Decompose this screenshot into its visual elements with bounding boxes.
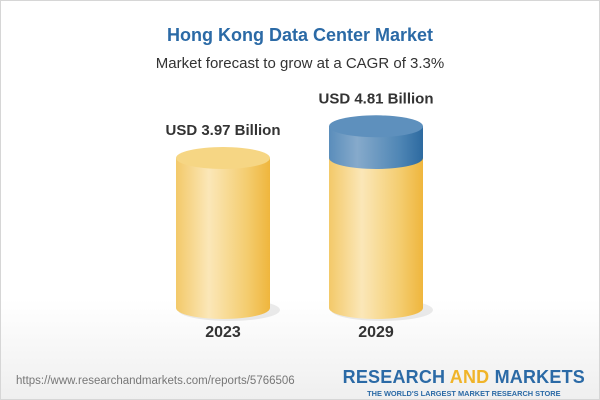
- cylinder-top-2029: [329, 115, 423, 138]
- chart-subtitle: Market forecast to grow at a CAGR of 3.3…: [155, 55, 445, 72]
- cylinder-body-2023: [176, 158, 270, 319]
- data-label: USD 3.97 Billion: [165, 122, 280, 139]
- cylinder-body-2029: [329, 158, 423, 319]
- category-label: 2029: [358, 324, 394, 341]
- cylinder-growth-2029: [329, 126, 423, 169]
- research-and-markets-logo: RESEARCH AND MARKETS THE WORLD'S LARGEST…: [342, 367, 585, 398]
- source-url[interactable]: https://www.researchandmarkets.com/repor…: [16, 375, 295, 387]
- category-label: 2023: [205, 324, 241, 341]
- chart-title: Hong Kong Data Center Market: [166, 25, 434, 45]
- cylinder-top-2023: [176, 147, 270, 169]
- data-label: USD 4.81 Billion: [318, 90, 433, 107]
- cylinder-chart: USD 3.97 Billion 2023 USD 4.81 Billion 2029: [165, 90, 433, 341]
